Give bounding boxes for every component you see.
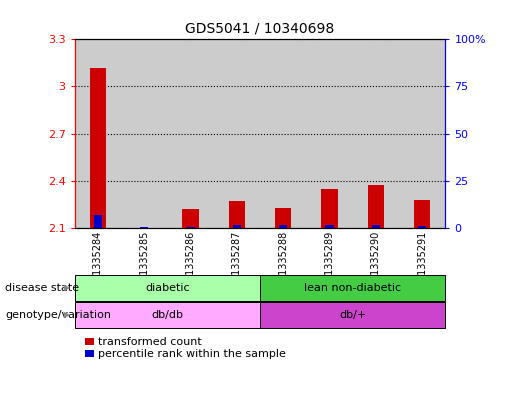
Bar [399,39,445,228]
Bar [94,215,102,228]
Bar [325,225,334,228]
Bar [186,227,195,228]
Text: diabetic: diabetic [145,283,190,293]
Bar [140,227,148,228]
Bar [372,225,380,228]
Title: GDS5041 / 10340698: GDS5041 / 10340698 [185,21,335,35]
Text: genotype/variation: genotype/variation [5,310,111,320]
Bar [90,68,106,228]
Bar [182,209,199,228]
Bar [121,39,167,228]
Bar [414,200,431,228]
Bar [75,39,121,228]
Bar [306,39,353,228]
Bar [321,189,338,228]
Text: transformed count: transformed count [98,337,201,347]
Bar [229,201,245,228]
Bar [279,225,287,228]
Text: lean non-diabetic: lean non-diabetic [304,283,401,293]
Text: db/db: db/db [151,310,183,320]
Bar [275,208,291,228]
Text: percentile rank within the sample: percentile rank within the sample [98,349,286,359]
Bar [167,39,214,228]
Bar [418,226,426,228]
Bar [214,39,260,228]
Text: db/+: db/+ [339,310,366,320]
Bar [368,185,384,228]
Bar [233,225,241,228]
Bar [353,39,399,228]
Bar [260,39,306,228]
Text: disease state: disease state [5,283,79,293]
